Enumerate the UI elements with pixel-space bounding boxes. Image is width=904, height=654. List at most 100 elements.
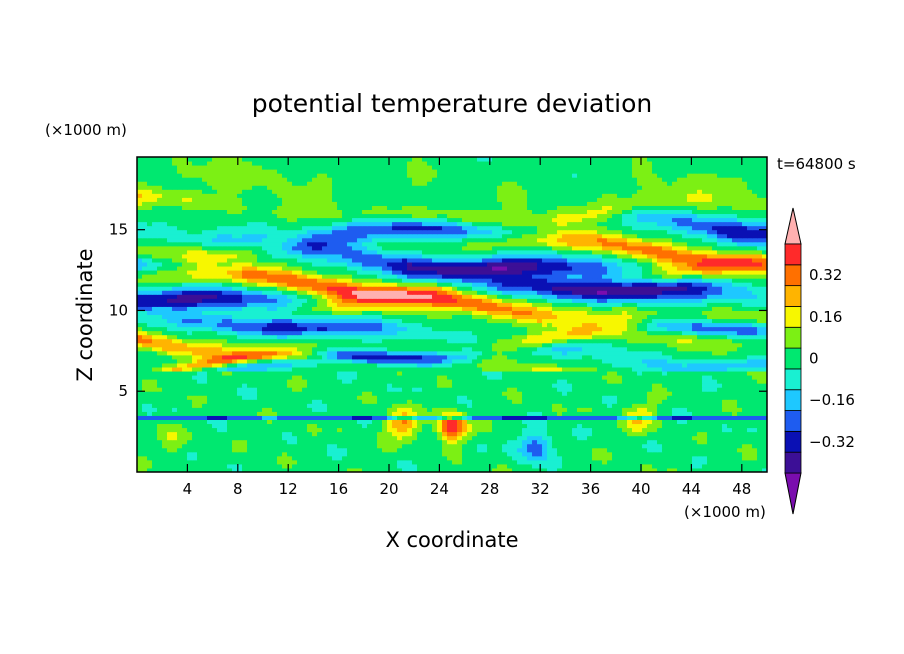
field-cell [247, 447, 253, 453]
field-cell [742, 439, 748, 445]
field-cell [612, 334, 618, 340]
field-cell [712, 346, 718, 352]
field-cell [627, 375, 633, 380]
field-cell [222, 407, 228, 412]
field-cell [437, 367, 443, 372]
field-cell [347, 419, 353, 425]
field-cell [692, 318, 698, 324]
field-cell [672, 322, 678, 328]
field-cell [337, 387, 343, 392]
field-cell [322, 419, 328, 425]
field-cell [757, 415, 763, 420]
field-cell [732, 346, 738, 352]
field-cell [682, 455, 688, 461]
field-cell [417, 354, 423, 360]
field-cell [622, 322, 628, 328]
field-cell [472, 314, 478, 320]
field-cell [742, 455, 748, 461]
field-cell [157, 358, 163, 364]
field-cell [467, 379, 473, 384]
field-cell [507, 463, 513, 469]
field-cell [482, 314, 488, 320]
field-cell [497, 379, 503, 384]
field-cell [662, 362, 668, 368]
field-cell [727, 463, 733, 469]
field-cell [447, 330, 453, 336]
field-cell [442, 463, 448, 469]
field-cell [227, 350, 233, 356]
field-cell [432, 391, 438, 396]
field-cell [677, 387, 683, 392]
field-cell [552, 451, 558, 457]
field-cell [317, 427, 323, 433]
field-cell [487, 415, 493, 420]
field-cell [537, 314, 543, 320]
field-cell [322, 415, 328, 420]
field-cell [297, 383, 303, 388]
field-cell [252, 326, 258, 332]
field-cell [757, 399, 763, 404]
field-cell [297, 318, 303, 324]
field-cell [372, 403, 378, 408]
field-cell [252, 459, 258, 465]
field-cell [662, 318, 668, 324]
field-cell [502, 350, 508, 356]
field-cell [342, 342, 348, 348]
field-cell [712, 326, 718, 332]
field-cell [442, 443, 448, 449]
field-cell [297, 455, 303, 461]
field-cell [642, 435, 648, 441]
field-cell [267, 354, 273, 360]
field-cell [537, 354, 543, 360]
field-cell [597, 423, 603, 429]
field-cell [647, 427, 653, 433]
field-cell [177, 322, 183, 328]
field-cell [287, 451, 293, 457]
field-cell [667, 322, 673, 328]
field-cell [732, 415, 738, 420]
field-cell [517, 399, 523, 404]
field-cell [367, 358, 373, 364]
field-cell [612, 330, 618, 336]
field-cell [507, 362, 513, 368]
field-cell [352, 383, 358, 388]
field-cell [407, 431, 413, 437]
field-cell [397, 322, 403, 328]
field-cell [652, 379, 658, 384]
field-cell [492, 379, 498, 384]
field-cell [722, 318, 728, 324]
field-cell [277, 391, 283, 396]
field-cell [562, 379, 568, 384]
field-cell [447, 423, 453, 429]
field-cell [547, 330, 553, 336]
field-cell [292, 411, 298, 416]
field-cell [377, 439, 383, 445]
field-cell [422, 447, 428, 453]
field-cell [427, 346, 433, 352]
field-cell [287, 391, 293, 396]
field-cell [647, 358, 653, 364]
field-cell [642, 391, 648, 396]
field-cell [627, 391, 633, 396]
field-cell [147, 399, 153, 404]
field-cell [482, 399, 488, 404]
field-cell [217, 463, 223, 469]
field-cell [657, 427, 663, 433]
field-cell [182, 350, 188, 356]
field-cell [287, 338, 293, 344]
field-cell [382, 326, 388, 332]
field-cell [762, 326, 768, 332]
field-cell [687, 350, 693, 356]
field-cell [407, 467, 413, 473]
field-cell [467, 387, 473, 392]
field-cell [602, 447, 608, 453]
field-cell [742, 407, 748, 412]
field-cell [252, 443, 258, 449]
field-cell [477, 435, 483, 441]
field-cell [722, 322, 728, 328]
field-cell [627, 443, 633, 449]
field-cell [577, 354, 583, 360]
field-cell [487, 411, 493, 416]
field-cell [537, 415, 543, 420]
field-cell [672, 455, 678, 461]
